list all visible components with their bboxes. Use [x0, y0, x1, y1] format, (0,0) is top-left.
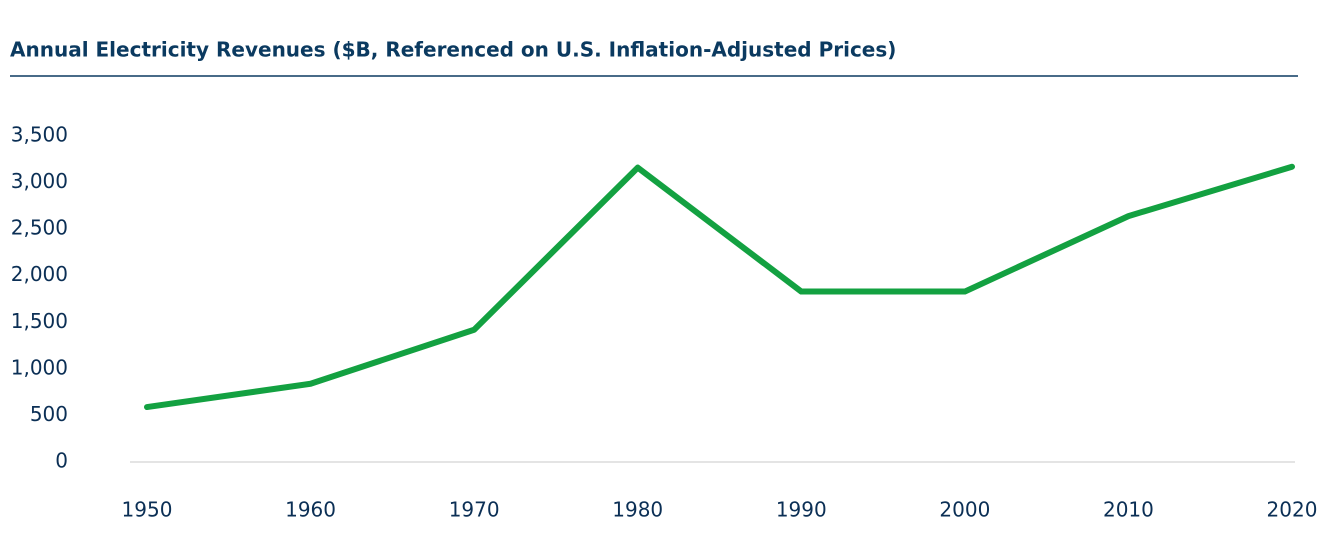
x-tick-label: 2020	[1267, 498, 1318, 522]
y-tick-label: 1,000	[11, 355, 68, 379]
y-tick-label: 500	[30, 402, 68, 426]
chart-title: Annual Electricity Revenues ($B, Referen…	[10, 38, 896, 62]
y-tick-label: 2,000	[11, 262, 68, 286]
x-tick-label: 1990	[776, 498, 827, 522]
y-tick-label: 1,500	[11, 309, 68, 333]
x-tick-label: 1980	[612, 498, 663, 522]
y-tick-label: 0	[55, 449, 68, 473]
x-tick-label: 1970	[449, 498, 500, 522]
x-tick-label: 2010	[1103, 498, 1154, 522]
data-line	[144, 163, 1295, 411]
y-tick-label: 2,500	[11, 216, 68, 240]
x-tick-label: 1960	[285, 498, 336, 522]
y-tick-label: 3,000	[11, 169, 68, 193]
x-tick-label: 2000	[939, 498, 990, 522]
y-tick-label: 3,500	[11, 123, 68, 147]
x-tick-label: 1950	[122, 498, 173, 522]
